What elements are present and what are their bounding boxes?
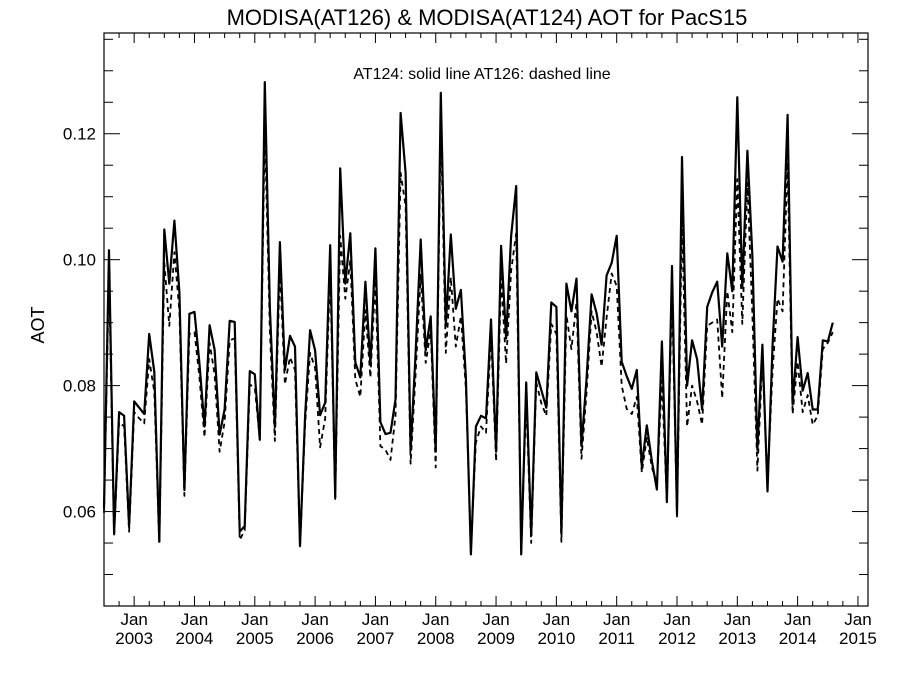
- x-tick-labels: Jan2003Jan2004Jan2005Jan2006Jan2007Jan20…: [115, 610, 877, 648]
- x-tick-year-label: 2013: [718, 629, 756, 648]
- y-tick-label: 0.10: [63, 251, 96, 270]
- x-tick-year-label: 2003: [115, 629, 153, 648]
- x-tick-month-label: Jan: [422, 610, 449, 629]
- x-tick-year-label: 2011: [598, 629, 635, 648]
- x-tick-year-label: 2004: [176, 629, 214, 648]
- y-tick-label: 0.06: [63, 503, 96, 522]
- y-tick-label: 0.08: [63, 377, 96, 396]
- x-tick-month-label: Jan: [784, 610, 811, 629]
- x-tick-year-label: 2008: [417, 629, 455, 648]
- series-at126-line: [103, 117, 834, 551]
- y-axis-label: AOT: [28, 306, 48, 343]
- x-tick-month-label: Jan: [241, 610, 268, 629]
- x-tick-month-label: Jan: [724, 610, 751, 629]
- y-tick-label: 0.12: [63, 125, 96, 144]
- x-tick-month-label: Jan: [844, 610, 871, 629]
- x-tick-year-label: 2007: [357, 629, 395, 648]
- y-tick-labels: 0.06 0.08 0.10 0.12: [63, 125, 96, 522]
- x-tick-month-label: Jan: [362, 610, 389, 629]
- x-tick-month-label: Jan: [301, 610, 328, 629]
- plot-frame: [103, 32, 869, 607]
- x-tick-year-label: 2006: [296, 629, 334, 648]
- x-tick-year-label: 2010: [537, 629, 575, 648]
- x-tick-month-label: Jan: [663, 610, 690, 629]
- x-tick-month-label: Jan: [181, 610, 208, 629]
- x-tick-month-label: Jan: [482, 610, 509, 629]
- x-tick-year-label: 2009: [477, 629, 515, 648]
- x-tick-year-label: 2014: [779, 629, 817, 648]
- x-tick-month-label: Jan: [120, 610, 147, 629]
- x-tick-month-label: Jan: [543, 610, 570, 629]
- series-lines: [102, 80, 834, 556]
- axis-ticks: [103, 33, 868, 606]
- x-tick-year-label: 2015: [839, 629, 877, 648]
- chart-title: MODISA(AT126) & MODISA(AT124) AOT for Pa…: [227, 5, 748, 30]
- line-style-note: AT124: solid line AT126: dashed line: [353, 66, 610, 83]
- x-tick-month-label: Jan: [603, 610, 630, 629]
- x-tick-year-label: 2012: [658, 629, 696, 648]
- x-tick-year-label: 2005: [236, 629, 274, 648]
